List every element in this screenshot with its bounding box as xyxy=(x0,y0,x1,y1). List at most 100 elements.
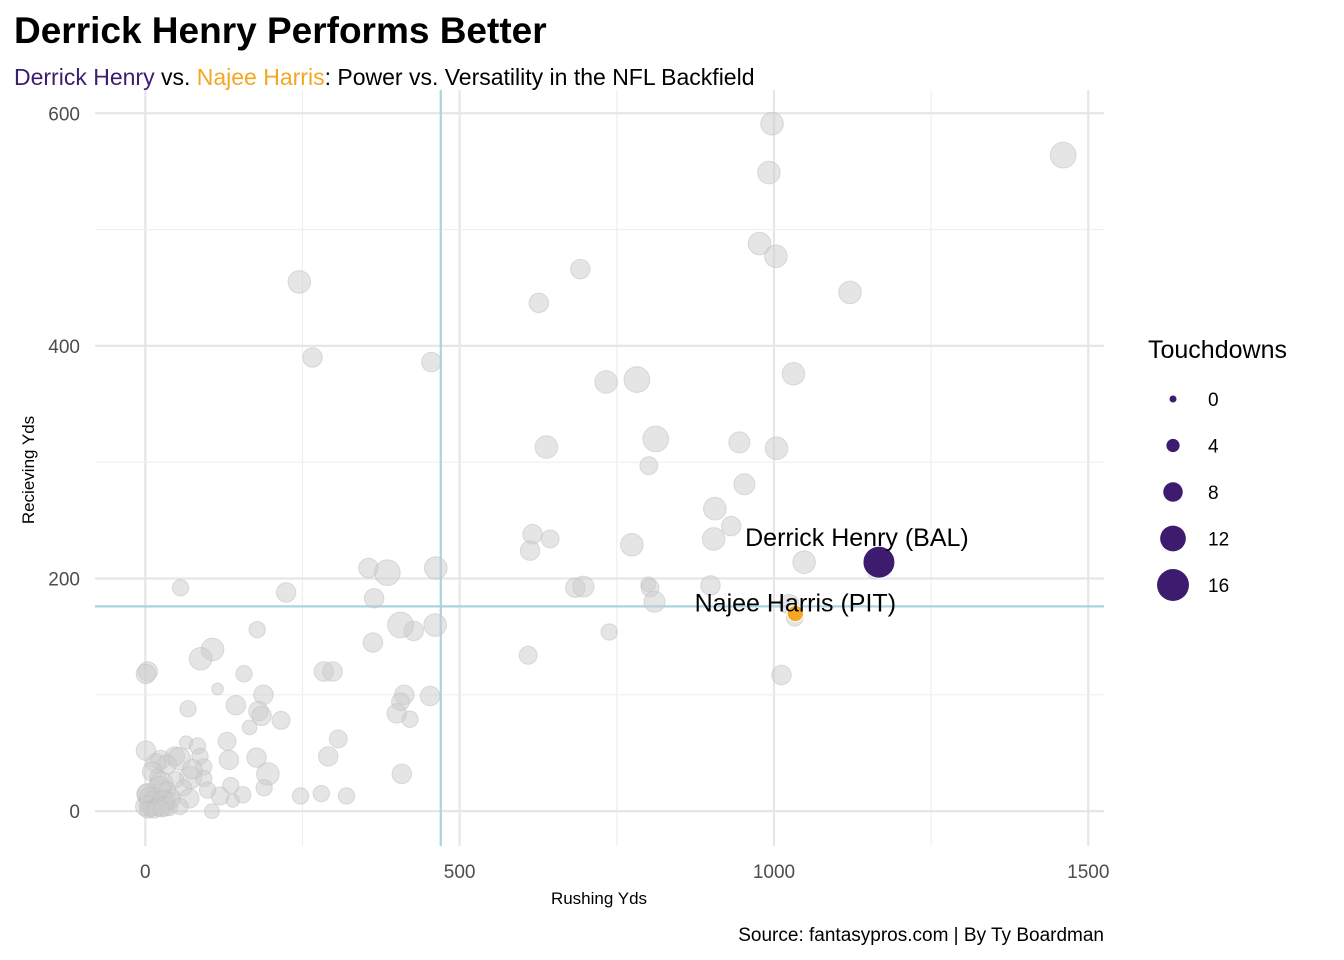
legend-key xyxy=(1157,569,1189,601)
player-point xyxy=(423,613,447,637)
x-tick-label: 0 xyxy=(140,862,151,883)
legend-key xyxy=(1169,395,1177,403)
player-point xyxy=(198,781,217,799)
x-tick-label: 500 xyxy=(444,862,476,883)
player-point xyxy=(701,527,726,551)
legend-key xyxy=(1166,438,1180,453)
player-point xyxy=(251,705,272,726)
legend-title: Touchdowns xyxy=(1148,336,1287,364)
player-point xyxy=(287,270,312,294)
axis-ticks: 0 500 1000 1500 0 200 400 600 xyxy=(48,104,1109,883)
data-points xyxy=(135,111,1077,820)
highlighted-points: Derrick Henry (BAL) Najee Harris (PIT) xyxy=(695,524,969,623)
player-point xyxy=(423,556,448,580)
player-point xyxy=(703,496,727,521)
player-point xyxy=(387,611,414,639)
player-point xyxy=(728,431,751,454)
player-point xyxy=(757,160,781,185)
size-legend: Touchdowns 0 4 8 12 16 xyxy=(1148,336,1287,601)
player-point xyxy=(700,575,721,596)
player-point xyxy=(171,797,189,816)
player-point xyxy=(760,111,784,136)
legend-key xyxy=(1160,525,1186,552)
player-point xyxy=(225,695,247,716)
player-point xyxy=(363,588,385,609)
legend-label: 12 xyxy=(1208,530,1229,551)
legend-label: 16 xyxy=(1208,576,1229,597)
player-point xyxy=(179,700,197,718)
player-point xyxy=(317,746,339,767)
player-point xyxy=(135,663,157,685)
player-point xyxy=(838,280,862,305)
player-point xyxy=(255,779,273,797)
y-tick-label: 600 xyxy=(48,104,80,125)
player-point xyxy=(733,473,756,496)
player-point xyxy=(235,665,253,683)
player-point xyxy=(211,682,224,696)
player-point xyxy=(771,664,792,686)
player-point xyxy=(152,800,171,818)
player-point xyxy=(322,661,343,682)
player-point xyxy=(302,347,323,368)
point-label: Najee Harris (PIT) xyxy=(695,589,896,617)
player-point xyxy=(747,231,772,256)
x-tick-label: 1000 xyxy=(753,862,795,883)
player-point xyxy=(764,244,788,269)
x-tick-label: 1500 xyxy=(1067,862,1109,883)
player-point xyxy=(594,370,618,394)
player-point xyxy=(600,623,618,641)
highlight-point xyxy=(862,545,896,579)
player-point xyxy=(218,749,240,771)
player-point xyxy=(643,590,666,613)
player-point xyxy=(518,645,538,665)
player-point xyxy=(241,719,258,736)
source-caption: Source: fantasypros.com | By Ty Boardman xyxy=(738,925,1104,946)
player-point xyxy=(246,747,267,768)
player-point xyxy=(248,620,266,639)
subtitle-vs: vs. xyxy=(154,64,197,90)
player-point xyxy=(373,559,401,587)
y-tick-label: 400 xyxy=(48,337,80,358)
point-label: Derrick Henry (BAL) xyxy=(745,524,969,552)
player-point xyxy=(781,361,806,386)
player-point xyxy=(386,703,407,724)
chart-title: Derrick Henry Performs Better xyxy=(14,10,547,51)
legend-label: 4 xyxy=(1208,437,1219,458)
y-tick-label: 0 xyxy=(69,802,80,823)
highlight-point xyxy=(786,604,805,623)
player-point xyxy=(540,529,560,549)
player-point xyxy=(421,351,442,373)
player-point xyxy=(572,575,595,598)
player-point xyxy=(528,292,550,314)
player-point xyxy=(623,366,651,393)
grid-lines xyxy=(95,90,1104,846)
player-point xyxy=(217,731,237,751)
player-point xyxy=(275,582,297,603)
chart-subtitle: Derrick Henry vs. Najee Harris: Power vs… xyxy=(14,64,755,91)
player-point xyxy=(764,436,789,461)
player-point xyxy=(419,685,441,707)
player-point xyxy=(639,456,659,476)
player-point xyxy=(720,515,742,537)
legend-key xyxy=(1163,482,1183,502)
player-point xyxy=(171,579,190,597)
player-point xyxy=(519,540,541,561)
player-point xyxy=(188,646,213,671)
player-point xyxy=(362,632,384,653)
subtitle-harris: Najee Harris xyxy=(196,64,325,90)
y-tick-label: 200 xyxy=(48,569,80,590)
legend-label: 8 xyxy=(1208,483,1219,504)
y-axis-label: Recieving Yds xyxy=(19,416,38,524)
player-point xyxy=(337,787,356,805)
player-point xyxy=(204,803,220,820)
player-point xyxy=(1049,141,1077,169)
legend-label: 0 xyxy=(1208,390,1219,411)
reference-lines xyxy=(95,90,1104,846)
player-point xyxy=(291,787,310,805)
player-point xyxy=(328,729,348,749)
player-point xyxy=(642,425,670,453)
player-point xyxy=(312,784,330,803)
player-point xyxy=(792,550,816,575)
player-point xyxy=(570,258,591,280)
